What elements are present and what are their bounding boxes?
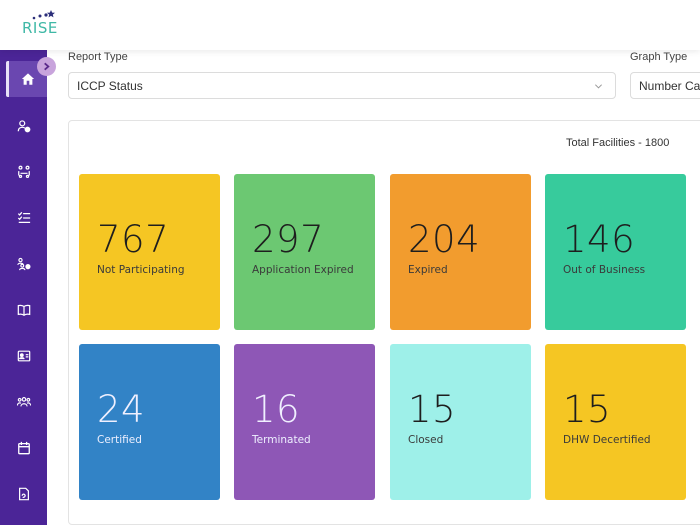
card-value: 24 bbox=[97, 388, 146, 431]
number-cards-panel: Total Facilities - 1800 767 Not Particip… bbox=[68, 120, 700, 525]
graph-type-label: Graph Type bbox=[630, 51, 688, 63]
id-card-icon bbox=[17, 350, 30, 362]
graph-type-value: Number Cards bbox=[639, 78, 700, 93]
card-label: Closed bbox=[408, 434, 444, 446]
sidebar-item-home[interactable] bbox=[6, 61, 47, 97]
card-label: Expired bbox=[408, 264, 448, 276]
sidebar bbox=[0, 50, 47, 525]
sidebar-item-id-card[interactable] bbox=[0, 338, 47, 374]
chevron-right-icon bbox=[44, 62, 50, 71]
home-icon bbox=[21, 73, 35, 85]
graph-type-select[interactable]: Number Cards bbox=[630, 72, 700, 99]
logo-stars-icon bbox=[32, 10, 55, 20]
user-info-icon bbox=[17, 120, 30, 133]
total-facilities: Total Facilities - 1800 bbox=[566, 137, 670, 149]
report-type-value: ICCP Status bbox=[77, 78, 143, 93]
connections-icon bbox=[17, 165, 30, 179]
card-application-expired[interactable]: 297 Application Expired bbox=[234, 174, 375, 330]
sidebar-item-user-info[interactable] bbox=[0, 108, 47, 144]
book-icon bbox=[17, 304, 30, 317]
sidebar-item-calendar[interactable] bbox=[0, 430, 47, 466]
logo-text: RISE bbox=[22, 19, 58, 37]
card-label: DHW Decertified bbox=[563, 434, 651, 446]
card-value: 297 bbox=[252, 218, 325, 261]
card-label: Out of Business bbox=[563, 264, 646, 276]
card-out-of-business[interactable]: 146 Out of Business bbox=[545, 174, 686, 330]
card-dhw-decertified[interactable]: 15 DHW Decertified bbox=[545, 344, 686, 500]
card-value: 15 bbox=[563, 388, 612, 431]
card-expired[interactable]: 204 Expired bbox=[390, 174, 531, 330]
card-label: Not Participating bbox=[97, 264, 185, 276]
card-value: 767 bbox=[97, 218, 170, 261]
group-icon bbox=[16, 397, 31, 407]
card-not-participating[interactable]: 767 Not Participating bbox=[79, 174, 220, 330]
card-label: Certified bbox=[97, 434, 142, 446]
report-type-select[interactable]: ICCP Status bbox=[68, 72, 616, 99]
sidebar-item-book[interactable] bbox=[0, 292, 47, 328]
calendar-icon bbox=[17, 441, 30, 455]
sidebar-toggle-button[interactable] bbox=[37, 57, 56, 76]
card-value: 15 bbox=[408, 388, 457, 431]
card-value: 146 bbox=[563, 218, 636, 261]
report-type-label: Report Type bbox=[68, 51, 128, 63]
sidebar-item-connections[interactable] bbox=[0, 154, 47, 190]
user-settings-icon bbox=[16, 257, 31, 271]
top-bar: RISE bbox=[0, 0, 700, 50]
card-value: 204 bbox=[408, 218, 481, 261]
card-closed[interactable]: 15 Closed bbox=[390, 344, 531, 500]
card-terminated[interactable]: 16 Terminated bbox=[234, 344, 375, 500]
sidebar-item-checklist[interactable] bbox=[0, 200, 47, 236]
sidebar-item-document[interactable] bbox=[0, 476, 47, 512]
rise-logo[interactable]: RISE bbox=[22, 10, 58, 38]
checklist-icon bbox=[17, 211, 30, 223]
chevron-down-icon bbox=[594, 84, 603, 89]
card-certified[interactable]: 24 Certified bbox=[79, 344, 220, 500]
card-label: Terminated bbox=[252, 434, 311, 446]
sidebar-item-user-settings[interactable] bbox=[0, 246, 47, 282]
card-value: 16 bbox=[252, 388, 301, 431]
sidebar-item-group[interactable] bbox=[0, 384, 47, 420]
document-icon bbox=[18, 487, 29, 501]
card-label: Application Expired bbox=[252, 264, 354, 276]
